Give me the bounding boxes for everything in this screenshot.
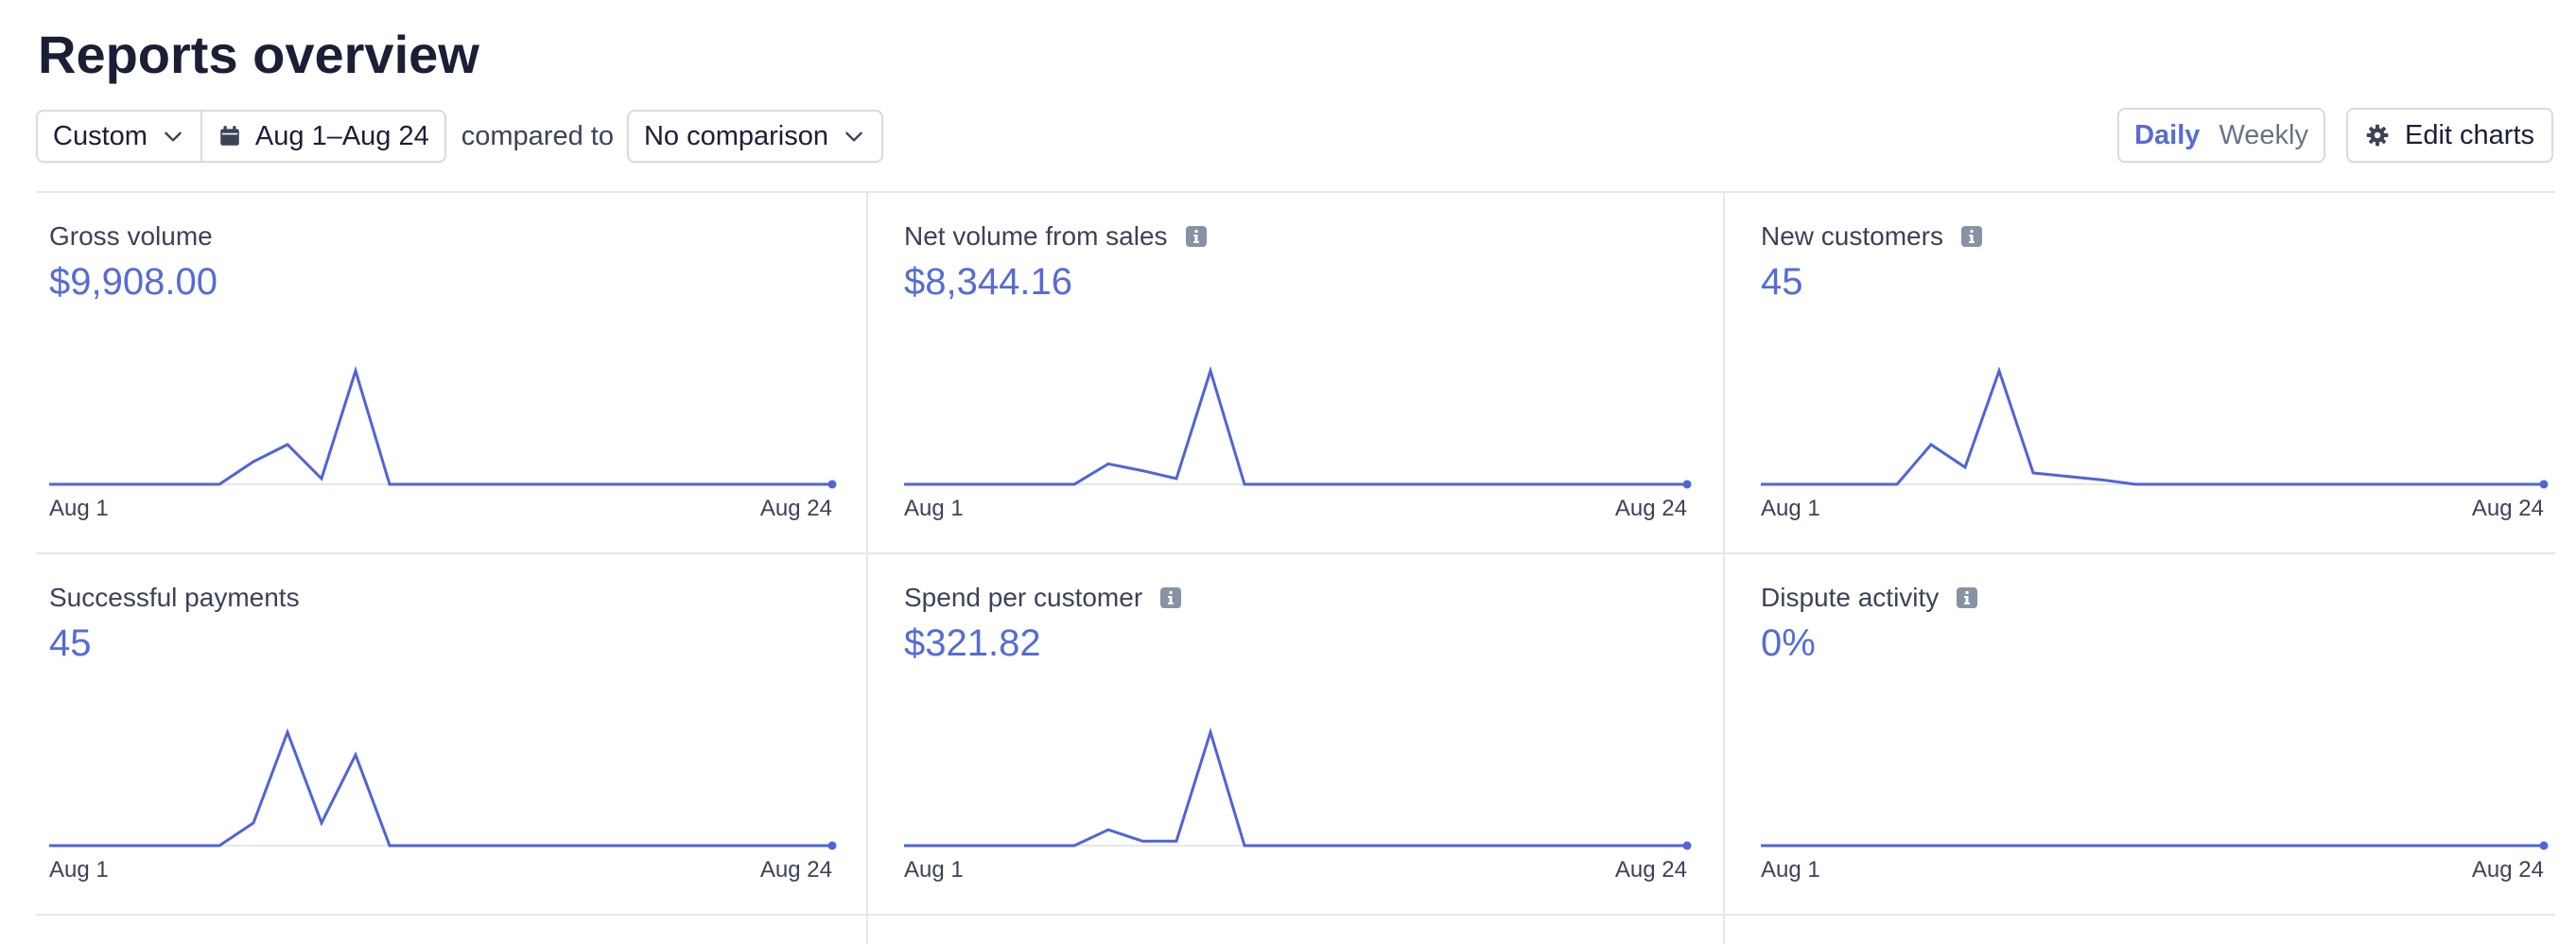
series-end-point bbox=[2539, 841, 2549, 850]
series-line bbox=[1761, 366, 2544, 486]
card-title: Dispute activity bbox=[1761, 583, 1978, 613]
card-title: Gross volume bbox=[49, 221, 213, 252]
date-range-button[interactable]: Aug 1–Aug 24 bbox=[200, 112, 444, 161]
series-line bbox=[904, 365, 1687, 486]
daily-option[interactable]: Daily bbox=[2134, 119, 2201, 150]
axis-end-label: Aug 24 bbox=[1614, 496, 1687, 521]
grid-divider bbox=[1723, 191, 1725, 944]
filter-toolbar: Custom Aug 1–Aug 24 compared to No compa… bbox=[36, 108, 883, 165]
sparkline-chart[interactable] bbox=[49, 723, 842, 851]
report-card-spend-per-customer[interactable]: Spend per customer $321.82 Aug 1 Aug 24 bbox=[904, 552, 1736, 912]
range-preset-dropdown[interactable]: Custom bbox=[38, 112, 200, 161]
card-value: 45 bbox=[1761, 261, 1803, 303]
date-range-label: Aug 1–Aug 24 bbox=[254, 120, 429, 151]
compared-to-text: compared to bbox=[461, 120, 614, 151]
card-title: New customers bbox=[1761, 221, 1983, 252]
axis-start-label: Aug 1 bbox=[904, 496, 964, 521]
axis-start-label: Aug 1 bbox=[49, 496, 109, 521]
axis-start-label: Aug 1 bbox=[1761, 857, 1820, 883]
info-icon[interactable] bbox=[1956, 586, 1978, 609]
sparkline-chart[interactable] bbox=[904, 723, 1697, 851]
card-title: Net volume from sales bbox=[904, 221, 1208, 252]
report-card-successful-payments[interactable]: Successful payments 45 Aug 1 Aug 24 bbox=[49, 552, 881, 912]
sparkline-chart[interactable] bbox=[1761, 723, 2553, 851]
grid-divider bbox=[36, 552, 2555, 554]
view-tools: Daily Weekly Edit charts bbox=[2117, 108, 2553, 163]
grid-divider bbox=[866, 191, 868, 944]
series-line bbox=[49, 727, 832, 848]
interval-toggle: Daily Weekly bbox=[2117, 108, 2325, 163]
comparison-dropdown[interactable]: No comparison bbox=[626, 110, 883, 163]
date-filter-group: Custom Aug 1–Aug 24 bbox=[36, 110, 446, 163]
gear-icon bbox=[2366, 124, 2389, 147]
axis-end-label: Aug 24 bbox=[759, 857, 832, 883]
series-end-point bbox=[2539, 480, 2549, 489]
report-card-dispute-activity[interactable]: Dispute activity 0% Aug 1 Aug 24 bbox=[1761, 552, 2576, 912]
card-value: 0% bbox=[1761, 622, 1816, 664]
card-value: $8,344.16 bbox=[904, 261, 1072, 303]
card-title-text: Gross volume bbox=[49, 221, 213, 251]
card-title-text: Net volume from sales bbox=[904, 221, 1168, 251]
series-line bbox=[49, 365, 832, 486]
card-title-text: Spend per customer bbox=[904, 583, 1143, 612]
info-icon[interactable] bbox=[1185, 225, 1208, 248]
edit-charts-label: Edit charts bbox=[2405, 119, 2534, 150]
axis-end-label: Aug 24 bbox=[2471, 496, 2544, 521]
series-end-point bbox=[1682, 841, 1692, 850]
card-title-text: Dispute activity bbox=[1761, 583, 1940, 612]
reports-grid: Gross volume $9,908.00 Aug 1 Aug 24 Net volu… bbox=[36, 191, 2555, 944]
edit-charts-button[interactable]: Edit charts bbox=[2346, 108, 2553, 163]
sparkline-chart[interactable] bbox=[1761, 361, 2553, 490]
card-title: Spend per customer bbox=[904, 583, 1182, 613]
sparkline-chart[interactable] bbox=[904, 361, 1697, 490]
series-end-point bbox=[1682, 480, 1692, 489]
weekly-option[interactable]: Weekly bbox=[2219, 119, 2308, 150]
sparkline-chart[interactable] bbox=[49, 361, 842, 490]
axis-start-label: Aug 1 bbox=[1761, 496, 1820, 521]
series-end-point bbox=[827, 841, 837, 850]
chevron-down-icon bbox=[845, 131, 862, 142]
range-preset-label: Custom bbox=[53, 120, 148, 151]
page-title: Reports overview bbox=[38, 25, 479, 84]
calendar-icon bbox=[220, 126, 239, 146]
axis-start-label: Aug 1 bbox=[904, 857, 964, 883]
info-icon[interactable] bbox=[1960, 225, 1983, 248]
card-value: 45 bbox=[49, 622, 92, 664]
chevron-down-icon bbox=[165, 131, 182, 142]
report-card-new-customers[interactable]: New customers 45 Aug 1 Aug 24 bbox=[1761, 191, 2576, 551]
series-line bbox=[904, 726, 1687, 848]
series-end-point bbox=[827, 480, 837, 489]
card-title-text: Successful payments bbox=[49, 583, 300, 612]
card-value: $321.82 bbox=[904, 622, 1041, 664]
axis-start-label: Aug 1 bbox=[49, 857, 109, 883]
grid-divider bbox=[36, 191, 2555, 193]
report-card-net-volume-from-sales[interactable]: Net volume from sales $8,344.16 Aug 1 Aug 2… bbox=[904, 191, 1736, 551]
axis-end-label: Aug 24 bbox=[759, 496, 832, 521]
axis-end-label: Aug 24 bbox=[2471, 857, 2544, 883]
grid-divider bbox=[36, 914, 2555, 916]
card-title-text: New customers bbox=[1761, 221, 1943, 251]
card-title: Successful payments bbox=[49, 583, 300, 613]
report-card-gross-volume[interactable]: Gross volume $9,908.00 Aug 1 Aug 24 bbox=[49, 191, 881, 551]
info-icon[interactable] bbox=[1159, 586, 1182, 609]
axis-end-label: Aug 24 bbox=[1614, 857, 1687, 883]
comparison-label: No comparison bbox=[643, 120, 828, 151]
card-value: $9,908.00 bbox=[49, 261, 218, 303]
